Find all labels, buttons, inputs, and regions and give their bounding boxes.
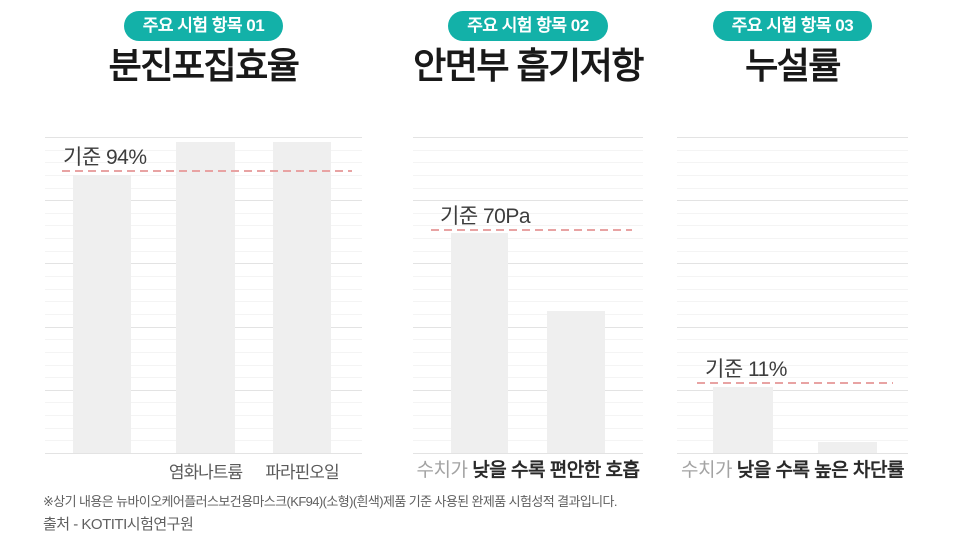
badge-row: 주요 시험 항목 03	[677, 11, 908, 41]
gridline	[677, 137, 908, 138]
badge-test-item-02: 주요 시험 항목 02	[448, 11, 608, 41]
reference-dashed-line	[62, 170, 352, 172]
gridline	[677, 225, 908, 226]
caption-light-text: 수치가	[416, 460, 473, 481]
gridline	[677, 150, 908, 151]
gridline	[677, 377, 908, 378]
chart-bar-reference	[547, 311, 605, 453]
chart-bar-2	[273, 142, 331, 453]
gridline	[677, 440, 908, 441]
chart-bar-1	[176, 142, 235, 453]
gridline	[677, 200, 908, 201]
chart-bar-reference	[818, 442, 877, 453]
bar-chart-inhalation-resistance: 기준 70Pa	[413, 137, 643, 454]
section-leakage-rate: 주요 시험 항목 03 누설률 기준 11% 수치가 낮을 수록 높은 차단률	[677, 0, 908, 560]
gridline	[413, 263, 643, 264]
reference-dashed-line	[697, 382, 893, 384]
gridline	[677, 402, 908, 403]
badge-row: 주요 시험 항목 01	[45, 11, 362, 41]
reference-dashed-line	[431, 229, 632, 231]
gridline	[677, 352, 908, 353]
gridline	[677, 175, 908, 176]
gridline	[677, 162, 908, 163]
bar-category-label: 염화나트륨	[168, 463, 243, 482]
chart-caption: 수치가 낮을 수록 편안한 호흡	[393, 455, 663, 482]
gridline	[677, 453, 908, 454]
gridline	[677, 327, 908, 328]
gridline	[45, 453, 362, 454]
gridline	[413, 225, 643, 226]
section-inhalation-resistance: 주요 시험 항목 02 안면부 흡기저항 기준 70Pa 수치가 낮을 수록 편…	[413, 0, 644, 560]
section-dust-collection-efficiency: 주요 시험 항목 01 분진포집효율 기준 94% 염화나트륨 파라핀오일	[45, 0, 362, 560]
gridline	[677, 263, 908, 264]
gridline	[677, 314, 908, 315]
badge-test-item-01: 주요 시험 항목 01	[123, 11, 284, 41]
gridline	[413, 314, 643, 315]
gridline	[413, 175, 643, 176]
chart-bar-reference	[73, 175, 131, 453]
gridline	[677, 238, 908, 239]
gridline	[413, 137, 643, 138]
gridline	[677, 428, 908, 429]
chart-bar-reference	[451, 233, 508, 453]
gridline	[413, 390, 643, 391]
gridline	[677, 365, 908, 366]
gridline	[413, 339, 643, 340]
chart-caption: 수치가 낮을 수록 높은 차단률	[657, 455, 928, 482]
gridline	[677, 213, 908, 214]
footer-disclaimer: ※상기 내용은 뉴바이오케어플러스보건용마스크(KF94)(소형)(흰색)제품 …	[43, 492, 618, 536]
gridline	[677, 390, 908, 391]
badge-row: 주요 시험 항목 02	[413, 11, 643, 41]
bar-category-label: 파라핀오일	[265, 463, 339, 482]
gridline	[413, 162, 643, 163]
gridline	[413, 352, 643, 353]
gridline	[413, 377, 643, 378]
gridline	[413, 301, 643, 302]
gridline	[677, 301, 908, 302]
gridline	[677, 289, 908, 290]
gridline	[413, 453, 643, 454]
gridline	[413, 188, 643, 189]
disclaimer-text: ※상기 내용은 뉴바이오케어플러스보건용마스크(KF94)(소형)(흰색)제품 …	[43, 494, 618, 509]
section-title-leakage-rate: 누설률	[745, 45, 841, 86]
source-text: 출처 - KOTITI시험연구원	[43, 516, 194, 533]
reference-line-label: 기준 70Pa	[440, 205, 531, 228]
bar-chart-leakage-rate: 기준 11%	[677, 137, 908, 454]
section-title-dust-collection: 분진포집효율	[108, 45, 300, 86]
gridline	[413, 327, 643, 328]
caption-light-text: 수치가	[681, 460, 737, 481]
gridline	[413, 276, 643, 277]
gridline	[413, 365, 643, 366]
gridline	[413, 415, 643, 416]
gridline	[677, 339, 908, 340]
gridline	[45, 137, 362, 138]
gridline	[413, 428, 643, 429]
gridline	[677, 188, 908, 189]
section-title-inhalation-resistance: 안면부 흡기저항	[413, 45, 644, 86]
badge-test-item-03: 주요 시험 항목 03	[712, 11, 873, 41]
gridline	[677, 251, 908, 252]
gridline	[413, 251, 643, 252]
gridline	[413, 440, 643, 441]
gridline	[413, 213, 643, 214]
gridline	[413, 238, 643, 239]
caption-bold-text: 낮을 수록 편안한 호흡	[472, 460, 640, 481]
gridline	[413, 150, 643, 151]
chart-bar-reference	[713, 387, 773, 453]
gridline	[677, 276, 908, 277]
reference-line-label: 기준 11%	[705, 358, 787, 381]
caption-bold-text: 낮을 수록 높은 차단률	[736, 460, 905, 481]
gridline	[413, 402, 643, 403]
reference-line-label: 기준 94%	[63, 146, 147, 169]
gridline	[413, 200, 643, 201]
bar-chart-dust-collection: 기준 94% 염화나트륨 파라핀오일	[45, 137, 362, 482]
gridline	[413, 289, 643, 290]
gridline	[677, 415, 908, 416]
